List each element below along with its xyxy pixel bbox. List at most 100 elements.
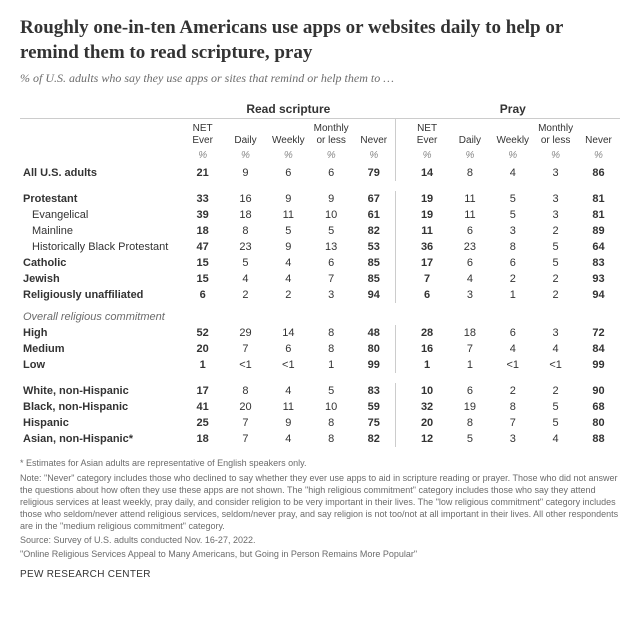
cell: 79 bbox=[353, 165, 396, 181]
cell: 88 bbox=[577, 431, 620, 447]
cell: 19 bbox=[406, 191, 449, 207]
cell: 81 bbox=[577, 191, 620, 207]
cell: 7 bbox=[224, 415, 267, 431]
cell: 11 bbox=[448, 191, 491, 207]
cell: 4 bbox=[267, 431, 310, 447]
table-row: Black, non-Hispanic412011105932198568 bbox=[20, 399, 620, 415]
cell: 1 bbox=[491, 287, 534, 303]
cell: 3 bbox=[491, 223, 534, 239]
table-row: Low1<1<119911<1<199 bbox=[20, 357, 620, 373]
cell: 6 bbox=[448, 223, 491, 239]
cell: 9 bbox=[224, 165, 267, 181]
cell: 17 bbox=[406, 255, 449, 271]
table-row: Hispanic25798752087580 bbox=[20, 415, 620, 431]
cell: 5 bbox=[267, 223, 310, 239]
cell: 72 bbox=[577, 325, 620, 341]
cell: 5 bbox=[491, 207, 534, 223]
cell: 93 bbox=[577, 271, 620, 287]
column-header: Daily bbox=[224, 119, 267, 149]
cell: 7 bbox=[491, 415, 534, 431]
cell: 7 bbox=[448, 341, 491, 357]
table-row: Mainline18855821163289 bbox=[20, 223, 620, 239]
cell: 29 bbox=[224, 325, 267, 341]
cell: 39 bbox=[181, 207, 224, 223]
row-label: Historically Black Protestant bbox=[20, 239, 181, 255]
cell: 5 bbox=[534, 399, 577, 415]
cell: 28 bbox=[406, 325, 449, 341]
cell: 19 bbox=[406, 207, 449, 223]
cell: 6 bbox=[406, 287, 449, 303]
cell: 2 bbox=[267, 287, 310, 303]
cell: 83 bbox=[353, 383, 396, 399]
cell: 11 bbox=[267, 207, 310, 223]
cell: 84 bbox=[577, 341, 620, 357]
cell: 4 bbox=[224, 271, 267, 287]
table-row: All U.S. adults21966791484386 bbox=[20, 165, 620, 181]
cell: 32 bbox=[406, 399, 449, 415]
cell: 11 bbox=[267, 399, 310, 415]
cell: 89 bbox=[577, 223, 620, 239]
cell: 10 bbox=[406, 383, 449, 399]
row-label: Jewish bbox=[20, 271, 181, 287]
cell: 8 bbox=[491, 239, 534, 255]
cell: 25 bbox=[181, 415, 224, 431]
column-header: Monthlyor less bbox=[534, 119, 577, 149]
cell: 53 bbox=[353, 239, 396, 255]
column-header: NETEver bbox=[406, 119, 449, 149]
cell: 7 bbox=[310, 271, 353, 287]
row-label: White, non-Hispanic bbox=[20, 383, 181, 399]
cell: 12 bbox=[406, 431, 449, 447]
cell: 2 bbox=[491, 383, 534, 399]
cell: 6 bbox=[181, 287, 224, 303]
cell: 82 bbox=[353, 223, 396, 239]
cell: 7 bbox=[224, 341, 267, 357]
row-label: All U.S. adults bbox=[20, 165, 181, 181]
cell: 11 bbox=[448, 207, 491, 223]
table-row: Jewish1544785742293 bbox=[20, 271, 620, 287]
cell: 85 bbox=[353, 271, 396, 287]
cell: 2 bbox=[534, 223, 577, 239]
cell: 8 bbox=[224, 223, 267, 239]
cell: 8 bbox=[310, 431, 353, 447]
cell: 9 bbox=[267, 239, 310, 255]
cell: 10 bbox=[310, 207, 353, 223]
cell: <1 bbox=[224, 357, 267, 373]
cell: 68 bbox=[577, 399, 620, 415]
cell: 23 bbox=[448, 239, 491, 255]
chart-subtitle: % of U.S. adults who say they use apps o… bbox=[20, 71, 620, 86]
cell: 59 bbox=[353, 399, 396, 415]
cell: 99 bbox=[353, 357, 396, 373]
cell: 3 bbox=[534, 191, 577, 207]
cell: 8 bbox=[491, 399, 534, 415]
cell: 3 bbox=[491, 431, 534, 447]
cell: 2 bbox=[534, 287, 577, 303]
chart-title: Roughly one-in-ten Americans use apps or… bbox=[20, 16, 620, 65]
cell: 41 bbox=[181, 399, 224, 415]
cell: 36 bbox=[406, 239, 449, 255]
cell: 4 bbox=[534, 341, 577, 357]
row-label: Mainline bbox=[20, 223, 181, 239]
cell: 2 bbox=[491, 271, 534, 287]
row-label: Hispanic bbox=[20, 415, 181, 431]
cell: 1 bbox=[448, 357, 491, 373]
cell: 82 bbox=[353, 431, 396, 447]
cell: 4 bbox=[267, 383, 310, 399]
table-row: Protestant3316996719115381 bbox=[20, 191, 620, 207]
column-header: Weekly bbox=[491, 119, 534, 149]
row-label: Religiously unaffiliated bbox=[20, 287, 181, 303]
cell: 1 bbox=[406, 357, 449, 373]
cell: 4 bbox=[491, 341, 534, 357]
cell: 1 bbox=[310, 357, 353, 373]
cell: 3 bbox=[534, 165, 577, 181]
cell: 52 bbox=[181, 325, 224, 341]
footnote-report: "Online Religious Services Appeal to Man… bbox=[20, 548, 620, 560]
cell: 6 bbox=[310, 255, 353, 271]
cell: 94 bbox=[577, 287, 620, 303]
cell: 4 bbox=[491, 165, 534, 181]
footnote-note: Note: "Never" category includes those wh… bbox=[20, 472, 620, 533]
cell: <1 bbox=[267, 357, 310, 373]
cell: 7 bbox=[224, 431, 267, 447]
cell: 9 bbox=[267, 415, 310, 431]
cell: 18 bbox=[448, 325, 491, 341]
cell: 15 bbox=[181, 255, 224, 271]
